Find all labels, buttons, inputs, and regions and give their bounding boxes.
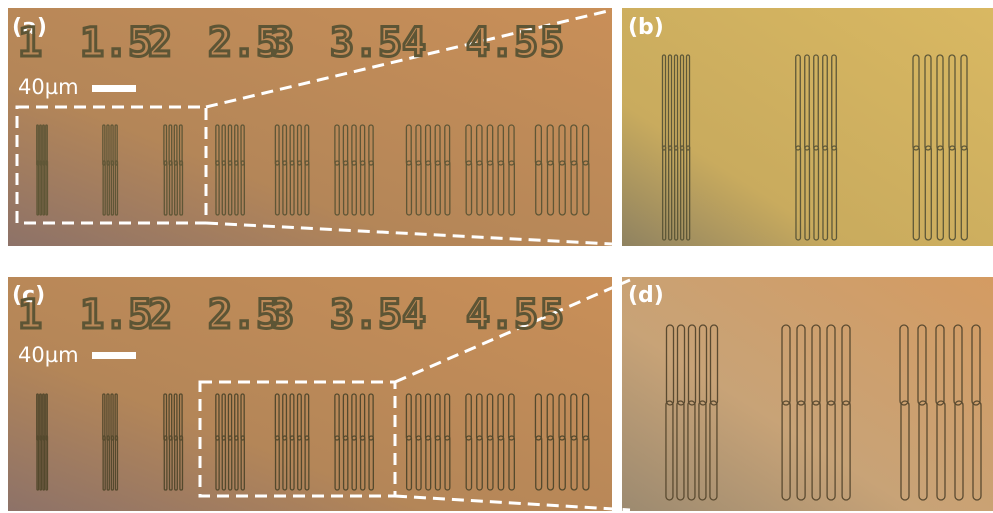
stencil-number: 3.5 bbox=[330, 292, 402, 338]
scale-bar-label: 40µm bbox=[18, 75, 79, 99]
stencil-number: 1 bbox=[18, 292, 42, 338]
stencil-number: 5 bbox=[540, 292, 564, 338]
stencil-number: 4 bbox=[402, 20, 426, 66]
stencil-number: 4 bbox=[402, 292, 426, 338]
stencil-number: 2 bbox=[148, 292, 172, 338]
stencil-number: 5 bbox=[540, 20, 564, 66]
figure: (a) (b) (c) (d) 40µm 40µm 11.522.533.544… bbox=[0, 0, 993, 513]
stencil-number: 4.5 bbox=[466, 292, 538, 338]
panel-label: (b) bbox=[628, 15, 664, 40]
stencil-number: 1.5 bbox=[80, 292, 152, 338]
stencil-number: 3 bbox=[270, 292, 294, 338]
stencil-number: 1 bbox=[18, 20, 42, 66]
stencil-number: 3.5 bbox=[330, 20, 402, 66]
scale-bar bbox=[92, 85, 136, 92]
panel-label: (d) bbox=[628, 283, 664, 308]
stencil-number: 1.5 bbox=[80, 20, 152, 66]
stencil-number: 4.5 bbox=[466, 20, 538, 66]
scale-bar bbox=[92, 352, 136, 359]
stencil-number: 3 bbox=[270, 20, 294, 66]
scale-bar-label: 40µm bbox=[18, 343, 79, 367]
stencil-number: 2 bbox=[148, 20, 172, 66]
